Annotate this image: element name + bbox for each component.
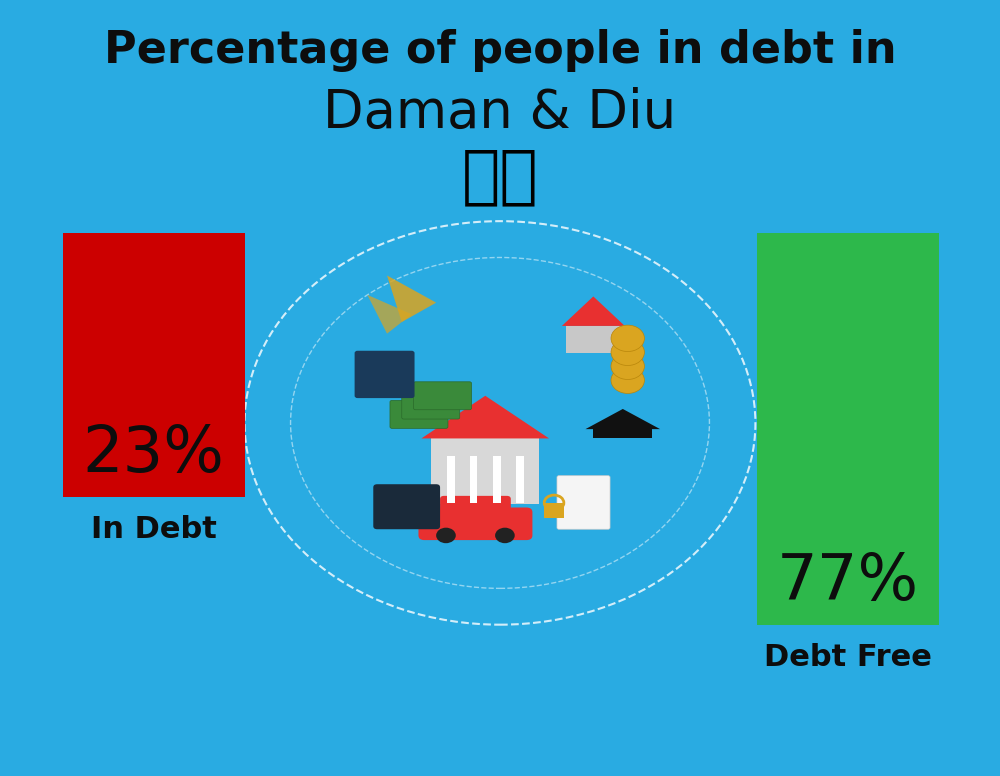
Bar bbox=[470, 456, 477, 503]
FancyBboxPatch shape bbox=[390, 400, 448, 428]
Polygon shape bbox=[387, 275, 436, 322]
Bar bbox=[516, 456, 524, 503]
Text: In Debt: In Debt bbox=[91, 514, 217, 544]
Circle shape bbox=[611, 339, 644, 365]
FancyBboxPatch shape bbox=[757, 233, 939, 625]
Bar bbox=[566, 326, 621, 353]
FancyBboxPatch shape bbox=[373, 484, 440, 529]
FancyBboxPatch shape bbox=[414, 382, 472, 410]
Polygon shape bbox=[585, 409, 660, 429]
Bar bbox=[544, 503, 564, 518]
Bar bbox=[447, 456, 455, 503]
Circle shape bbox=[611, 367, 644, 393]
FancyBboxPatch shape bbox=[355, 351, 415, 398]
Bar bbox=[493, 456, 501, 503]
Text: 23%: 23% bbox=[83, 423, 225, 485]
FancyBboxPatch shape bbox=[63, 233, 245, 497]
FancyBboxPatch shape bbox=[418, 508, 532, 540]
Circle shape bbox=[436, 528, 456, 543]
Circle shape bbox=[611, 353, 644, 379]
Circle shape bbox=[245, 221, 755, 625]
Circle shape bbox=[611, 325, 644, 352]
Text: Debt Free: Debt Free bbox=[764, 643, 932, 672]
FancyBboxPatch shape bbox=[557, 476, 610, 529]
Polygon shape bbox=[421, 396, 549, 438]
Circle shape bbox=[495, 528, 515, 543]
Text: 77%: 77% bbox=[777, 551, 919, 613]
Bar bbox=[593, 428, 652, 438]
FancyBboxPatch shape bbox=[440, 496, 511, 519]
Polygon shape bbox=[562, 296, 625, 326]
Bar bbox=[431, 438, 539, 504]
Polygon shape bbox=[367, 295, 412, 334]
Text: Daman & Diu: Daman & Diu bbox=[323, 86, 677, 139]
FancyBboxPatch shape bbox=[402, 391, 460, 419]
Text: Percentage of people in debt in: Percentage of people in debt in bbox=[104, 29, 896, 72]
Text: 🇮🇳: 🇮🇳 bbox=[462, 146, 538, 208]
